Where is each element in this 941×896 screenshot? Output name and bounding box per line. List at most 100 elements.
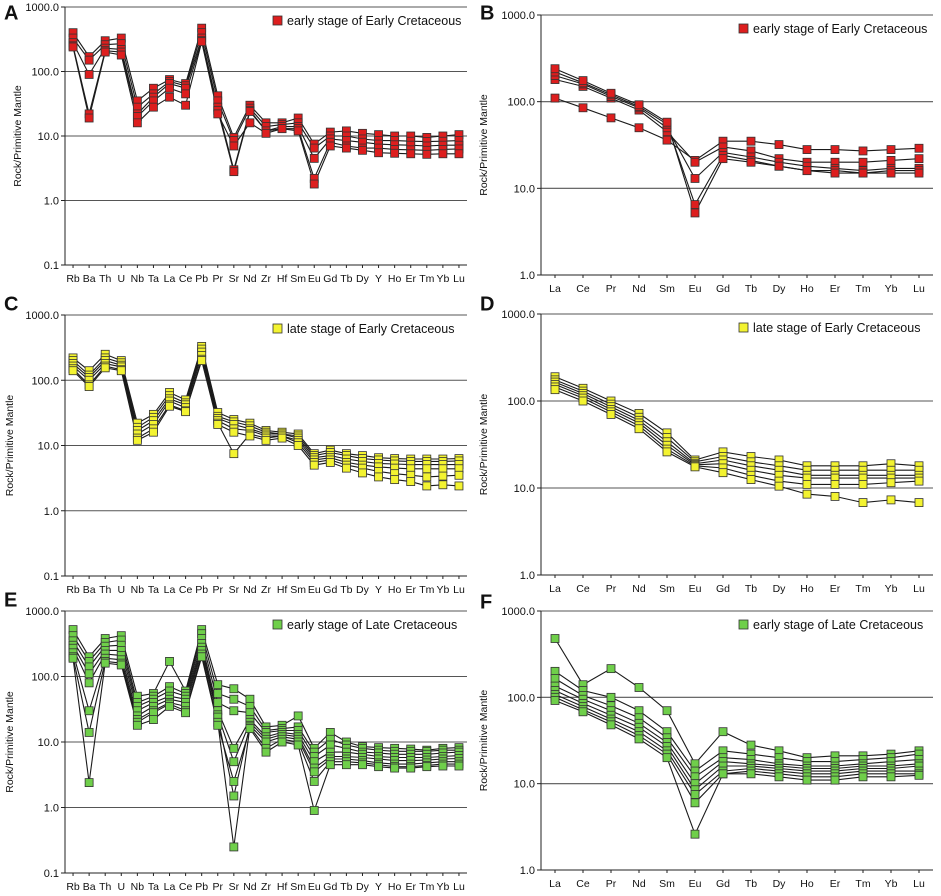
x-tick-label: Zr: [261, 273, 271, 285]
data-point: [390, 763, 400, 773]
series-line: [72, 38, 460, 180]
data-point: [277, 737, 287, 747]
x-tick-label: La: [549, 878, 561, 890]
data-point: [662, 447, 672, 457]
x-tick-label: Tm: [855, 878, 870, 890]
x-tick-label: Yb: [436, 584, 449, 596]
data-point: [84, 778, 94, 787]
x-tick-label: Sm: [659, 583, 675, 595]
x-tick-label: La: [164, 584, 176, 596]
data-point: [229, 684, 239, 694]
data-point: [229, 757, 239, 767]
data-point: [165, 401, 174, 411]
series-line: [554, 690, 920, 791]
data-point: [84, 55, 94, 65]
data-point: [634, 734, 644, 744]
legend-label: late stage of Early Cretaceous: [287, 322, 454, 336]
x-tick-label: Dy: [773, 878, 787, 890]
x-tick-label: Pr: [213, 881, 224, 893]
data-point: [181, 89, 191, 99]
data-point: [390, 475, 400, 485]
x-tick-label: Eu: [689, 878, 702, 890]
data-point: [116, 50, 126, 60]
data-point: [229, 694, 239, 704]
data-point: [718, 727, 728, 737]
y-tick-label: 0.1: [44, 571, 59, 583]
x-tick-label: Th: [99, 584, 111, 596]
data-point: [390, 148, 400, 158]
data-point: [606, 720, 616, 730]
y-tick-label: 1.0: [520, 865, 535, 877]
data-point: [277, 433, 287, 443]
x-tick-label: Nb: [131, 584, 145, 596]
series-line: [72, 358, 460, 487]
x-tick-label: Eu: [308, 881, 321, 893]
x-tick-label: Ba: [83, 273, 96, 285]
data-point: [84, 728, 94, 737]
data-point: [886, 478, 896, 488]
x-tick-label: Y: [375, 584, 382, 596]
x-tick-label: Ho: [388, 273, 402, 285]
x-tick-label: Zr: [261, 584, 271, 596]
data-point: [774, 140, 784, 149]
y-tick-label: 100.0: [507, 396, 535, 408]
data-point: [422, 149, 432, 159]
data-point: [309, 460, 319, 470]
x-tick-label: Rb: [66, 584, 80, 596]
x-tick-label: Sr: [229, 273, 240, 285]
data-point: [578, 103, 588, 113]
x-tick-label: Pr: [606, 283, 617, 295]
series-line: [554, 670, 920, 772]
panel-b: B 1.0 10.0 100.0 1000.0 Rock/Primitive Mantle…: [478, 2, 933, 295]
data-point: [690, 462, 700, 472]
series-line: [554, 678, 920, 778]
data-point: [746, 157, 756, 167]
x-tick-label: Ce: [179, 881, 193, 893]
x-tick-label: Ce: [179, 584, 193, 596]
y-tick-label: 0.1: [44, 260, 59, 272]
x-tick-label: Lu: [453, 584, 465, 596]
x-tick-label: Gd: [716, 283, 730, 295]
data-point: [116, 366, 126, 376]
x-tick-label: Nd: [632, 878, 646, 890]
data-point: [914, 476, 924, 486]
data-point: [634, 100, 644, 110]
y-axis-label: Rock/Primitive Mantle: [12, 85, 24, 187]
legend-label: early stage of Early Cretaceous: [753, 22, 927, 36]
x-tick-label: Tb: [745, 878, 757, 890]
legend-label: early stage of Late Cretaceous: [287, 618, 457, 632]
series-line: [554, 386, 920, 485]
legend-marker: [272, 619, 283, 630]
y-tick-label: 1000.0: [25, 2, 59, 14]
legend-marker: [738, 23, 749, 34]
x-tick-label: Ce: [179, 273, 193, 285]
y-tick-label: 10.0: [38, 441, 59, 453]
panel-d: D 1.0 10.0 100.0 1000.0 Rock/Primitive Mantle…: [478, 293, 933, 595]
x-tick-label: Er: [830, 283, 841, 295]
data-point: [374, 472, 383, 482]
y-axis-label: Rock/Primitive Mantle: [4, 691, 16, 793]
data-point: [606, 692, 616, 702]
x-tick-label: Nd: [243, 584, 257, 596]
x-tick-label: La: [549, 583, 561, 595]
y-tick-label: 100.0: [507, 692, 535, 704]
x-tick-label: Y: [375, 273, 382, 285]
x-tick-label: Gd: [323, 881, 337, 893]
x-tick-label: Pr: [606, 878, 617, 890]
x-tick-label: Eu: [689, 283, 702, 295]
data-point: [858, 498, 868, 507]
data-point: [662, 753, 672, 763]
x-tick-label: Lu: [913, 583, 925, 595]
x-tick-label: Eu: [689, 583, 702, 595]
x-tick-label: La: [549, 283, 561, 295]
data-point: [634, 683, 644, 692]
data-point: [261, 435, 271, 445]
series-line: [554, 693, 919, 796]
data-point: [325, 760, 335, 770]
data-point: [181, 100, 191, 110]
data-point: [774, 481, 784, 491]
data-point: [746, 475, 756, 484]
x-tick-label: U: [117, 273, 125, 285]
data-point: [690, 829, 700, 839]
x-tick-label: Gd: [716, 878, 730, 890]
